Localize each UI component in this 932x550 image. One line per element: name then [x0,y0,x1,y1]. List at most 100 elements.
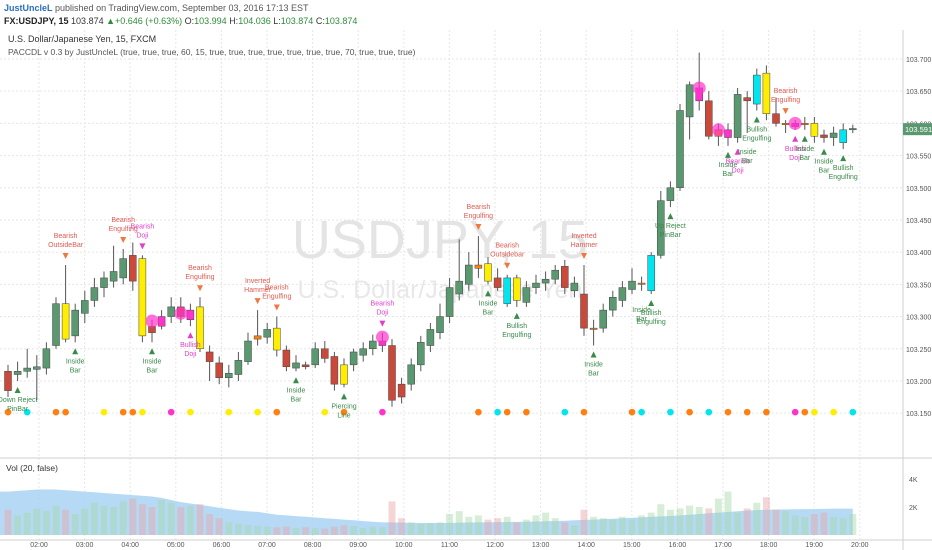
pattern-label: Doji [376,310,389,317]
volume-bar [839,518,847,535]
close-value: 103.874 [324,16,358,26]
candle-body [397,383,406,398]
pattern-label: OutsideBar [48,242,84,249]
volume-bar [666,509,674,535]
volume-bar [119,501,127,535]
down-arrow-icon [475,224,482,231]
volume-bar [570,525,578,535]
volume-bar [42,511,50,535]
price-tick-label: 103.150 [906,411,931,418]
doji-marker [375,330,389,344]
volume-ma-area [0,489,853,535]
candle-body [676,110,684,189]
time-tick-label: 18:00 [760,542,778,549]
candle-body [369,340,377,350]
volume-bar [177,507,185,535]
pattern-label: Bar [819,168,831,175]
volume-bar [849,514,857,535]
pattern-label: Bearish [131,223,155,230]
pattern-label: Bar [588,371,600,378]
volume-bar [426,523,434,535]
time-tick-label: 09:00 [349,542,367,549]
pattern-label: Line [337,412,350,419]
down-arrow-icon [782,108,789,115]
candle-body [733,94,742,138]
candle-body [810,123,819,137]
volume-bar [465,516,473,535]
volume-bar [340,525,348,535]
pattern-dot [225,408,233,416]
price-tag-box [903,123,932,136]
up-arrow-icon [667,213,674,220]
down-arrow-icon [273,304,280,311]
volume-bar [724,491,732,535]
pattern-dot [52,408,60,416]
candle-body [119,258,127,279]
pattern-dot [743,408,751,416]
volume-bar [254,525,262,535]
price-tick-label: 103.300 [906,315,931,322]
candle-body [493,277,502,288]
candle-body [167,306,175,317]
volume-bar [791,515,799,535]
candle-body [263,329,271,338]
volume-bar [302,527,310,535]
volume-bar [244,525,252,535]
volume-bar [225,522,233,535]
candle-body [609,296,617,311]
time-tick-label: 10:00 [395,542,413,549]
volume-bar [378,527,386,535]
volume-bar [455,511,463,535]
candle-body [628,280,636,290]
volume-pane [0,489,857,535]
time-tick-label: 11:00 [441,542,458,549]
volume-bar [388,501,396,535]
volume-bar [753,502,761,535]
up-arrow-icon [187,332,194,339]
pattern-label: Inverted [245,278,270,285]
pattern-label: Inside [143,358,162,365]
pattern-label: Bar [723,171,735,178]
pattern-label: Down Reject [0,397,37,404]
volume-bar [234,523,242,535]
volume-bar [513,522,521,535]
author-link[interactable]: JustUncleL [4,3,53,13]
pattern-label: Bearish [111,217,135,224]
pattern-label: Bullish [506,323,527,330]
volume-bar [167,502,175,535]
price-chart[interactable]: USDJPY, 15 U.S. Dollar/Japanese Yen Down… [0,30,932,550]
candle-body [340,364,348,385]
price-axis[interactable]: 103.150 103.200 103.250 103.300 103.350 103.4… [30,57,932,549]
candle-body [589,327,598,330]
volume-bar [62,509,70,535]
candle-body [781,123,790,125]
candle-body [541,278,550,284]
candle-body [849,128,857,131]
pattern-label: Inside [479,300,498,307]
candle-body [138,258,147,337]
volume-bar [196,504,204,535]
volume-tick-label: 2K [909,505,918,512]
pattern-dot [167,408,175,416]
candle-body [522,287,531,303]
candle-body [225,372,233,378]
high-label: H: [229,16,239,26]
volume-bar [110,507,118,535]
pattern-label: Bar [147,367,159,374]
up-arrow-icon [149,348,155,355]
pattern-label: Bar [483,309,495,316]
candle-body [417,342,425,366]
candle-body [551,269,559,280]
volume-bar [138,504,146,535]
pattern-label: Bar [742,158,754,165]
volume-bar [446,514,454,535]
time-tick-label: 14:00 [577,542,595,549]
time-tick-label: 15:00 [623,542,641,549]
price-tick-label: 103.400 [906,250,931,257]
volume-bar [282,526,290,535]
pattern-label: Bar [70,367,82,374]
volume-bar [215,518,223,535]
pattern-label: Bearish [188,265,212,272]
volume-bar [561,522,569,535]
candle-body [61,303,70,340]
